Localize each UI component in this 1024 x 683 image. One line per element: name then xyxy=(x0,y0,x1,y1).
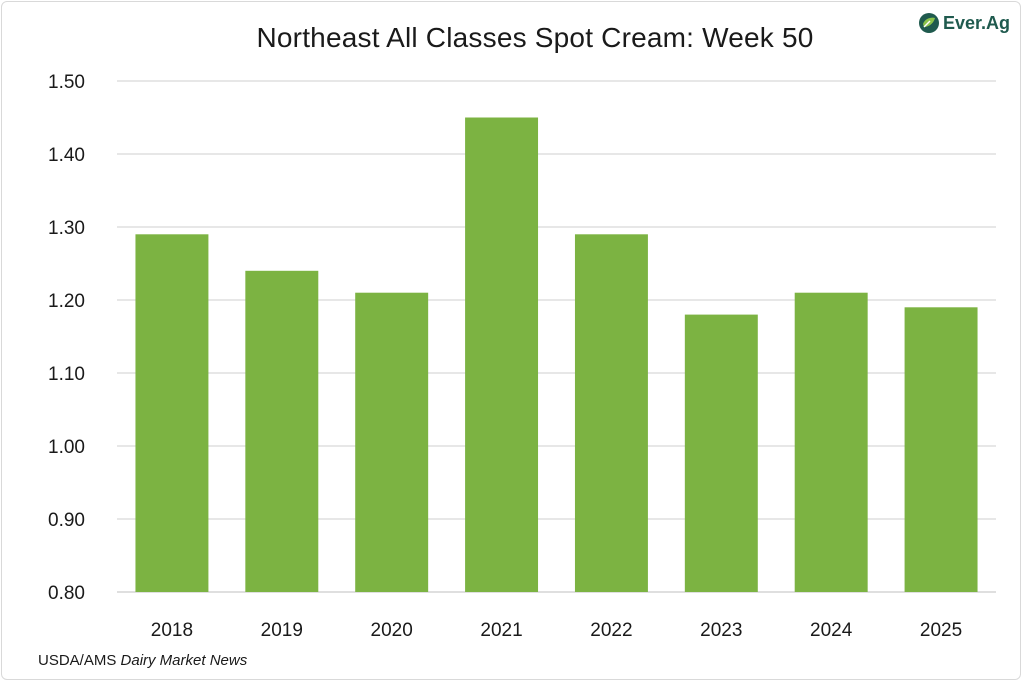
bar-2024 xyxy=(794,292,868,592)
x-tick-label: 2019 xyxy=(261,620,303,641)
y-tick-label: 1.10 xyxy=(48,364,85,385)
x-tick-label: 2021 xyxy=(480,620,522,641)
source-publication: Dairy Market News xyxy=(120,652,248,669)
y-axis-ticks: 0.80 0.90 1.00 1.10 1.20 1.30 1.40 1.50 xyxy=(48,72,85,604)
y-tick-label: 1.20 xyxy=(48,291,85,312)
logo-text: Ever.Ag xyxy=(943,12,1011,33)
x-tick-label: 2022 xyxy=(590,620,632,641)
x-tick-label: 2020 xyxy=(371,620,413,641)
y-tick-label: 1.50 xyxy=(48,72,85,93)
bar-2019 xyxy=(245,270,319,592)
y-tick-label: 0.90 xyxy=(48,510,85,531)
bar-2025 xyxy=(904,307,978,592)
bar-2018 xyxy=(135,234,209,593)
bar-2022 xyxy=(574,234,648,593)
y-tick-label: 1.00 xyxy=(48,437,85,458)
ever-ag-leaf-icon xyxy=(919,13,939,33)
source-note: USDA/AMS Dairy Market News xyxy=(38,652,247,669)
y-tick-label: 1.40 xyxy=(48,145,85,166)
x-axis-ticks: 2018 2019 2020 2021 2022 2023 2024 2025 xyxy=(151,620,962,641)
bar-2020 xyxy=(355,292,429,592)
brand-logo: Ever.Ag xyxy=(918,12,1010,34)
y-tick-label: 0.80 xyxy=(48,583,85,604)
x-tick-label: 2024 xyxy=(810,620,853,641)
x-tick-label: 2018 xyxy=(151,620,193,641)
source-prefix: USDA/AMS xyxy=(38,652,121,669)
chart-title: Northeast All Classes Spot Cream: Week 5… xyxy=(256,22,814,53)
x-tick-label: 2025 xyxy=(920,620,962,641)
y-tick-label: 1.30 xyxy=(48,218,85,239)
x-tick-label: 2023 xyxy=(700,620,742,641)
bar-2021 xyxy=(465,117,539,592)
bar-2023 xyxy=(684,314,758,592)
bars xyxy=(135,117,978,593)
